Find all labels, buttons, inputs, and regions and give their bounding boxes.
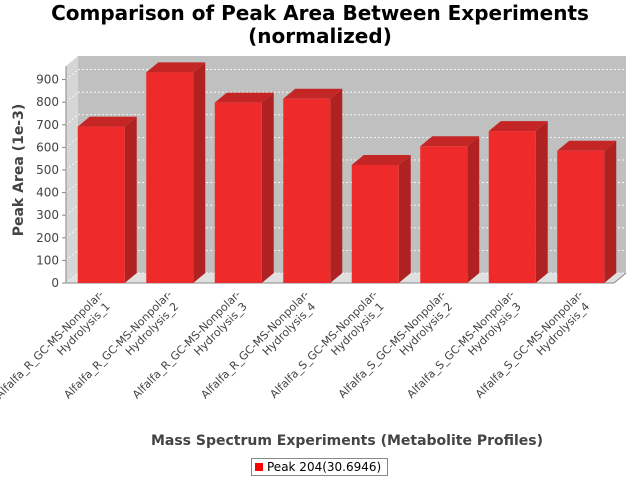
gridline-side bbox=[65, 69, 79, 80]
gridline-side bbox=[65, 114, 79, 126]
gridline-side bbox=[65, 227, 79, 239]
bar-top bbox=[488, 121, 548, 132]
x-category-label-line: Alfalfa_R_GC-MS-Nonpolar- bbox=[130, 288, 243, 401]
x-category-label: Alfalfa_R_GC-MS-Nonpolar-Hydrolysis_1 bbox=[0, 288, 116, 411]
x-category-label-line: Alfalfa_R_GC-MS-Nonpolar- bbox=[198, 288, 311, 401]
bar bbox=[283, 88, 343, 284]
y-tick-label: 300 bbox=[36, 208, 59, 222]
y-tick-label: 700 bbox=[36, 118, 59, 132]
bar bbox=[420, 136, 480, 283]
bar bbox=[488, 121, 548, 283]
y-tick-label: 100 bbox=[36, 253, 59, 267]
legend-label: Peak 204(30.6946) bbox=[267, 460, 382, 474]
gridline-side bbox=[65, 159, 79, 171]
bar-side bbox=[261, 92, 274, 284]
bar-side bbox=[467, 136, 480, 283]
gridline-side bbox=[65, 272, 79, 284]
gridline-side bbox=[65, 204, 79, 216]
y-tick-label: 900 bbox=[36, 73, 59, 87]
bar bbox=[351, 155, 411, 283]
gridline-side bbox=[65, 250, 79, 261]
legend: Peak 204(30.6946) bbox=[251, 458, 388, 476]
bar-top bbox=[420, 136, 480, 147]
bar bbox=[146, 62, 206, 284]
bar bbox=[557, 140, 617, 283]
bar-front bbox=[420, 146, 468, 283]
x-category-label-line: Alfalfa_R_GC-MS-Nonpolar- bbox=[0, 288, 106, 401]
gridline-side bbox=[65, 91, 79, 103]
plot-left-wall bbox=[66, 56, 78, 283]
plot-floor-strip bbox=[66, 273, 626, 283]
bar-top bbox=[557, 140, 617, 151]
bar-side bbox=[124, 116, 137, 284]
bar-side bbox=[398, 155, 411, 283]
gridline-side bbox=[65, 182, 79, 193]
bar-front bbox=[77, 126, 125, 284]
y-tick-label: 200 bbox=[36, 231, 59, 245]
y-axis-label: Peak Area (1e-3) bbox=[11, 104, 27, 237]
bar-front bbox=[557, 150, 605, 283]
bar-front bbox=[283, 98, 331, 284]
bar-front bbox=[488, 131, 536, 283]
bar-top bbox=[214, 92, 274, 103]
y-tick-label: 600 bbox=[36, 140, 59, 154]
x-axis-depth-line bbox=[613, 272, 627, 284]
bar-top bbox=[283, 88, 343, 99]
y-tick-label: 500 bbox=[36, 163, 59, 177]
x-category-label-line: Alfalfa_R_GC-MS-Nonpolar- bbox=[61, 288, 174, 401]
bar-top bbox=[351, 155, 411, 166]
legend-swatch bbox=[255, 463, 263, 471]
y-tick-label: 0 bbox=[51, 276, 59, 290]
bar-top bbox=[77, 116, 137, 127]
bar-side bbox=[604, 140, 617, 283]
bar-side bbox=[193, 62, 206, 284]
y-tick-label: 400 bbox=[36, 186, 59, 200]
bar bbox=[77, 116, 137, 284]
x-axis-label: Mass Spectrum Experiments (Metabolite Pr… bbox=[151, 433, 543, 449]
bar-top bbox=[146, 62, 206, 73]
bar-front bbox=[351, 165, 399, 283]
chart-title: Comparison of Peak Area Between Experime… bbox=[0, 2, 640, 48]
bar bbox=[214, 92, 274, 284]
y-tick-label: 800 bbox=[36, 95, 59, 109]
bar-front bbox=[146, 72, 194, 284]
chart-title-line-2: (normalized) bbox=[248, 24, 392, 48]
bar-side bbox=[330, 88, 343, 284]
bar-side bbox=[535, 121, 548, 283]
chart-title-line-1: Comparison of Peak Area Between Experime… bbox=[51, 1, 589, 25]
gridline-side bbox=[65, 137, 79, 148]
bar-front bbox=[214, 102, 262, 284]
